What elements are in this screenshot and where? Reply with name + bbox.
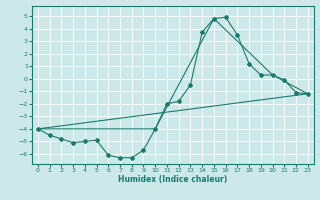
X-axis label: Humidex (Indice chaleur): Humidex (Indice chaleur): [118, 175, 228, 184]
